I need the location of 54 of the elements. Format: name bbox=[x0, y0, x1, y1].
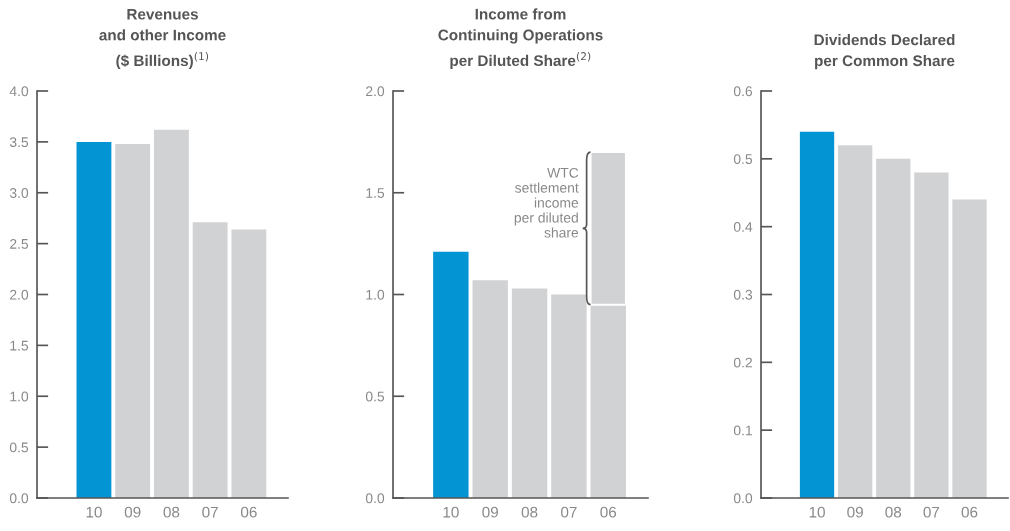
chart-title: Dividends Declared per Common Share bbox=[814, 34, 955, 70]
x-tick-label: 10 bbox=[86, 506, 102, 518]
bar bbox=[799, 131, 835, 498]
y-tick-label: 0.5 bbox=[733, 154, 753, 164]
bar bbox=[76, 141, 112, 498]
x-tick-label: 08 bbox=[885, 506, 902, 518]
bar bbox=[231, 229, 267, 498]
x-tick-label: 07 bbox=[202, 506, 218, 518]
x-tick-label: 09 bbox=[482, 506, 498, 518]
y-tick-label: 0.0 bbox=[365, 493, 385, 504]
bar bbox=[192, 222, 228, 498]
bar bbox=[511, 288, 548, 498]
x-tick-label: 10 bbox=[443, 506, 459, 518]
y-tick-label: 2.0 bbox=[10, 289, 29, 300]
y-tick-label: 1.0 bbox=[10, 391, 29, 402]
x-tick-label: 06 bbox=[240, 506, 257, 518]
y-tick-label: 2.5 bbox=[10, 238, 29, 249]
bar bbox=[914, 172, 949, 498]
bar bbox=[115, 143, 151, 498]
bar bbox=[876, 158, 911, 498]
annotation: WTC settlement income per diluted share bbox=[514, 167, 579, 238]
bar bbox=[551, 294, 587, 498]
y-tick-label: 1.5 bbox=[366, 188, 385, 198]
chart-title: Revenues and other Income ($ Billions)$^{(1)}$ bbox=[99, 8, 226, 70]
x-tick-label: 09 bbox=[847, 506, 863, 518]
y-tick-label: 0.3 bbox=[733, 289, 753, 300]
bar bbox=[153, 129, 189, 498]
x-tick-label: 08 bbox=[521, 506, 538, 518]
x-tick-label: 08 bbox=[163, 506, 180, 518]
y-tick-label: 0.2 bbox=[733, 357, 752, 368]
x-tick-label: 10 bbox=[809, 506, 825, 518]
x-tick-label: 06 bbox=[600, 506, 617, 518]
y-tick-label: 1.0 bbox=[366, 289, 385, 300]
bar bbox=[433, 251, 469, 498]
bar bbox=[952, 199, 987, 498]
bar bbox=[838, 145, 873, 498]
y-tick-label: 0.0 bbox=[9, 493, 29, 504]
x-tick-label: 07 bbox=[923, 506, 940, 518]
y-tick-label: 0.5 bbox=[365, 391, 385, 402]
x-tick-label: 06 bbox=[961, 506, 978, 518]
y-tick-label: 0.1 bbox=[733, 425, 752, 436]
y-tick-label: 2.0 bbox=[366, 86, 385, 97]
y-tick-label: 3.5 bbox=[9, 137, 29, 148]
bar bbox=[472, 280, 508, 498]
y-tick-label: 1.5 bbox=[10, 340, 29, 351]
x-tick-label: 07 bbox=[561, 506, 577, 518]
y-tick-label: 0.4 bbox=[733, 222, 753, 232]
chart-title: Income from Continuing Operations per Diluted Share$^{(2)}$ bbox=[438, 8, 603, 70]
y-tick-label: 0.6 bbox=[733, 86, 753, 97]
x-tick-label: 09 bbox=[124, 506, 141, 518]
y-tick-label: 4.0 bbox=[9, 86, 29, 97]
y-tick-label: 0.0 bbox=[733, 493, 753, 504]
y-tick-label: 3.0 bbox=[9, 188, 29, 198]
y-tick-label: 0.5 bbox=[9, 442, 29, 453]
